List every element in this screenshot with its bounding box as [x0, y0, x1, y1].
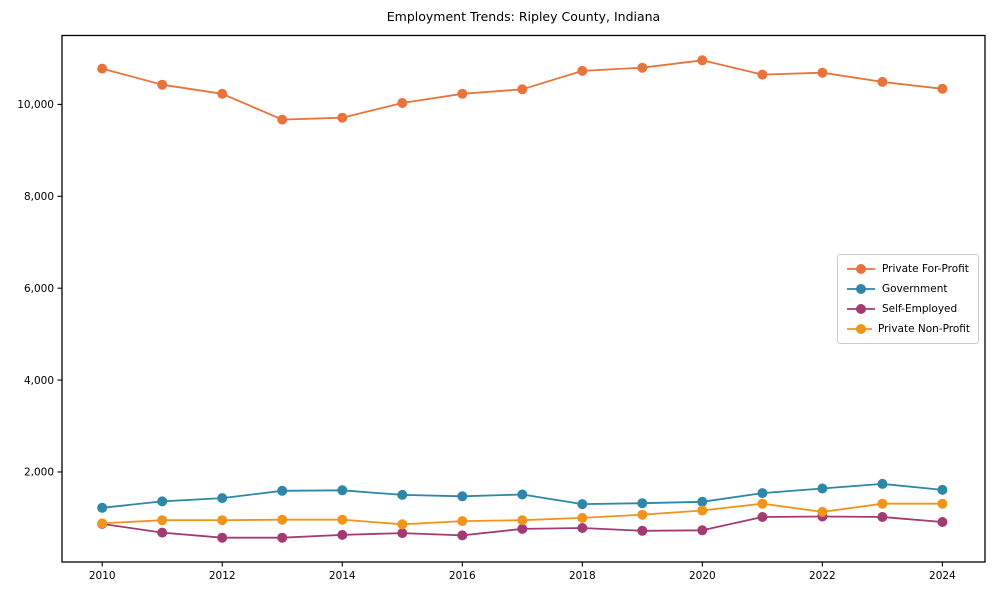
point-private-non-profit-2012	[217, 515, 228, 526]
point-government-2017	[517, 489, 528, 500]
point-government-2014	[337, 485, 348, 496]
point-private-non-profit-2023	[877, 498, 888, 509]
point-government-2024	[937, 484, 948, 495]
x-tick-label: 2012	[209, 570, 236, 582]
legend-label: Private Non-Profit	[877, 323, 970, 335]
point-private-for-profit-2016	[457, 88, 468, 99]
point-government-2019	[637, 498, 648, 509]
legend-item-self-employed: Self-Employed	[846, 299, 970, 319]
legend: Private For-Profit Government Self-Employe…	[837, 254, 979, 344]
point-government-2020	[697, 496, 708, 507]
point-private-non-profit-2018	[577, 512, 588, 523]
point-private-non-profit-2011	[157, 515, 168, 526]
legend-label: Private For-Profit	[882, 263, 969, 275]
point-private-non-profit-2014	[337, 514, 348, 525]
point-government-2021	[757, 488, 768, 499]
point-self-employed-2023	[877, 512, 888, 522]
legend-item-government: Government	[846, 279, 970, 299]
x-tick-label: 2014	[329, 570, 356, 582]
point-private-non-profit-2019	[637, 509, 648, 520]
legend-item-private-for-profit: Private For-Profit	[846, 259, 970, 279]
point-private-for-profit-2020	[697, 55, 708, 66]
legend-marker-private-non-profit-icon	[847, 324, 872, 334]
legend-marker-government-icon	[847, 284, 875, 294]
point-self-employed-2020	[697, 525, 708, 536]
point-self-employed-2024	[937, 517, 948, 527]
point-private-for-profit-2010	[97, 63, 108, 74]
point-private-for-profit-2013	[277, 114, 288, 125]
point-private-for-profit-2011	[157, 79, 168, 90]
point-government-2018	[577, 499, 588, 510]
point-self-employed-2015	[397, 528, 408, 539]
point-government-2011	[157, 496, 168, 507]
point-self-employed-2019	[637, 525, 648, 536]
point-private-for-profit-2012	[217, 88, 228, 99]
point-private-non-profit-2020	[697, 505, 708, 516]
y-tick-label: 6,000	[24, 283, 54, 295]
chart-title: Employment Trends: Ripley County, Indian…	[386, 9, 661, 24]
point-private-for-profit-2015	[397, 98, 408, 108]
plot-frame	[61, 34, 986, 563]
point-private-for-profit-2019	[637, 62, 648, 73]
point-private-for-profit-2018	[577, 65, 588, 76]
legend-marker-self-employed-icon	[847, 304, 875, 314]
point-private-for-profit-2014	[337, 112, 348, 123]
x-tick-label: 2020	[689, 570, 716, 582]
point-private-for-profit-2024	[937, 83, 948, 94]
point-private-non-profit-2013	[277, 514, 288, 525]
point-private-non-profit-2015	[397, 519, 408, 530]
x-tick-label: 2018	[569, 570, 596, 582]
point-private-non-profit-2022	[817, 506, 828, 517]
x-tick-label: 2024	[929, 570, 956, 582]
point-government-2015	[397, 489, 408, 500]
point-private-non-profit-2010	[97, 518, 108, 529]
point-private-non-profit-2017	[517, 515, 528, 526]
point-self-employed-2017	[517, 523, 528, 534]
point-private-for-profit-2021	[757, 69, 768, 80]
point-self-employed-2011	[157, 527, 168, 538]
legend-label: Government	[882, 283, 948, 295]
point-self-employed-2018	[577, 523, 588, 533]
x-tick-label: 2016	[449, 570, 476, 582]
point-government-2012	[217, 493, 228, 504]
point-self-employed-2021	[757, 512, 768, 522]
legend-item-private-non-profit: Private Non-Profit	[846, 319, 970, 339]
point-private-for-profit-2017	[517, 84, 528, 95]
legend-label: Self-Employed	[882, 303, 958, 315]
point-government-2022	[817, 483, 828, 494]
point-private-non-profit-2024	[937, 498, 948, 509]
point-government-2010	[97, 502, 108, 513]
point-private-non-profit-2016	[457, 516, 468, 527]
point-private-non-profit-2021	[757, 498, 768, 509]
point-self-employed-2014	[337, 529, 348, 540]
legend-marker-private-for-profit-icon	[847, 264, 875, 274]
point-self-employed-2016	[457, 530, 468, 541]
point-government-2023	[877, 478, 888, 489]
point-government-2016	[457, 491, 468, 502]
point-self-employed-2012	[217, 532, 228, 543]
y-tick-label: 10,000	[17, 99, 54, 111]
point-self-employed-2013	[277, 532, 288, 543]
y-tick-label: 8,000	[24, 191, 54, 203]
y-tick-label: 4,000	[24, 375, 54, 387]
point-private-for-profit-2023	[877, 76, 888, 87]
y-tick-label: 2,000	[24, 467, 54, 479]
x-tick-label: 2022	[809, 570, 836, 582]
point-private-for-profit-2022	[817, 67, 828, 78]
point-government-2013	[277, 485, 288, 496]
x-tick-label: 2010	[89, 570, 116, 582]
